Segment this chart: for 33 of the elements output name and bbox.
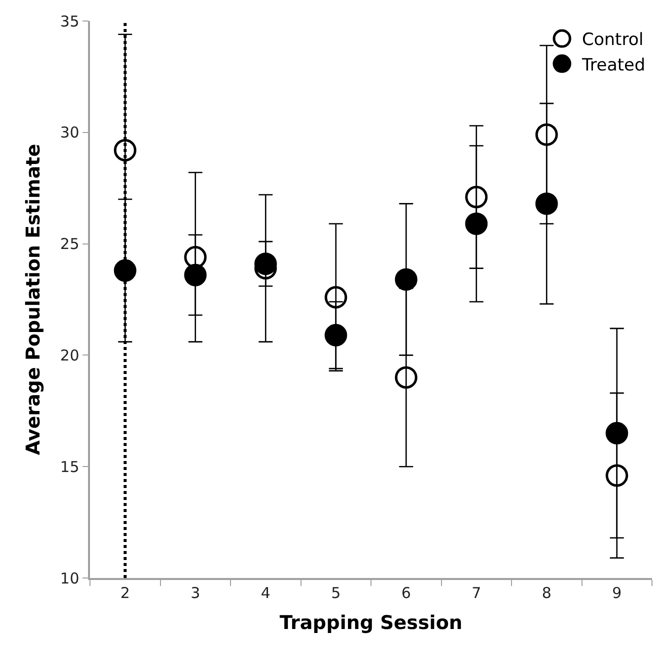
point [184,246,207,268]
x-tick-label: 5 [331,584,341,602]
x-tick-label: 6 [401,584,411,602]
x-tick-label: 7 [472,584,482,602]
point [606,464,628,487]
point [114,138,136,162]
point [254,252,277,276]
y-tick-label: 15 [60,458,80,476]
point [394,366,418,389]
point [394,268,418,291]
point [324,286,348,309]
x-tick-label: 3 [190,584,200,602]
x-tick-label: 2 [120,584,130,602]
point [324,324,348,346]
point [184,264,207,286]
y-tick-label: 10 [60,569,80,588]
point [114,259,136,282]
point [606,422,628,444]
y-tick-label: 20 [60,346,80,364]
y-tick-label: 35 [60,12,80,30]
point [465,186,488,208]
x-tick-label: 4 [260,584,270,602]
x-tick-label: 9 [612,584,622,602]
y-axis-title: Average Population Estimate [22,144,45,456]
legend-label: Control [582,30,644,50]
legend-label: Treated [581,55,646,76]
x-axis-title: Trapping Session [280,612,462,634]
point [465,212,488,235]
point [535,123,558,146]
point [535,192,558,215]
y-tick-label: 25 [60,235,80,254]
y-tick-label: 30 [60,124,80,142]
x-tick-label: 8 [542,584,552,602]
